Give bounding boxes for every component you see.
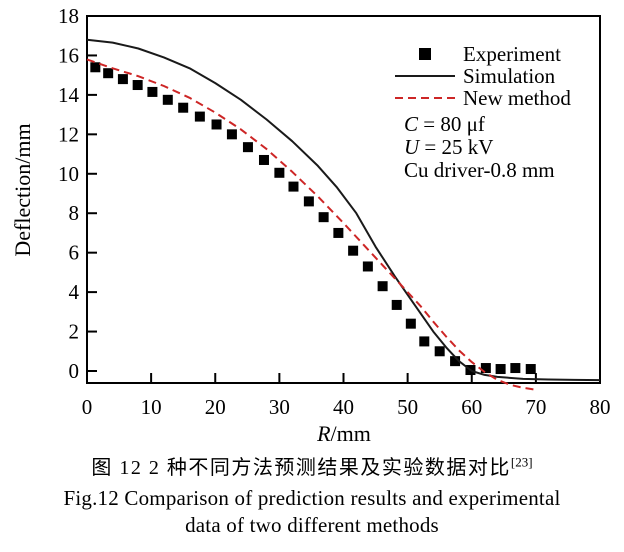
x-tick-label: 70 bbox=[525, 395, 546, 419]
caption-chinese: 图 12 2 种不同方法预测结果及实验数据对比[23] bbox=[0, 451, 624, 480]
y-tick-label: 16 bbox=[58, 43, 79, 67]
experiment-point bbox=[525, 364, 536, 375]
experiment-point bbox=[495, 364, 506, 375]
experiment-point bbox=[288, 181, 299, 192]
x-axis-label: R/mm bbox=[316, 421, 371, 444]
legend-marker-experiment bbox=[419, 48, 431, 60]
experiment-point bbox=[419, 336, 430, 347]
x-tick-label: 50 bbox=[397, 395, 418, 419]
x-tick-label: 10 bbox=[141, 395, 162, 419]
x-tick-label: 60 bbox=[461, 395, 482, 419]
legend-label-simulation: Simulation bbox=[463, 64, 556, 88]
annotation-2: U = 25 kV bbox=[404, 135, 493, 159]
plot-border bbox=[86, 15, 601, 384]
experiment-point bbox=[103, 68, 114, 79]
experiment-point bbox=[117, 74, 128, 85]
experiment-point bbox=[450, 356, 461, 367]
experiment-point bbox=[510, 363, 521, 374]
experiment-point bbox=[318, 212, 329, 223]
experiment-point bbox=[333, 227, 344, 238]
experiment-point bbox=[147, 86, 158, 97]
experiment-point bbox=[194, 111, 205, 122]
experiment-point bbox=[258, 154, 269, 165]
x-tick-label: 0 bbox=[82, 395, 93, 419]
legend-label-new-method: New method bbox=[463, 86, 571, 110]
experiment-point bbox=[132, 80, 143, 91]
x-tick-label: 80 bbox=[590, 395, 611, 419]
y-tick-label: 6 bbox=[69, 241, 80, 265]
y-tick-label: 14 bbox=[58, 83, 80, 107]
y-axis-label: Deflection/mm bbox=[10, 123, 35, 256]
caption-reference-superscript: [23] bbox=[510, 454, 533, 470]
y-tick-label: 12 bbox=[58, 122, 79, 146]
experiment-point bbox=[434, 346, 445, 357]
caption-english: Fig.12 Comparison of prediction results … bbox=[0, 485, 624, 539]
x-tick-label: 30 bbox=[269, 395, 290, 419]
experiment-point bbox=[405, 318, 416, 329]
experiment-point bbox=[211, 119, 222, 130]
experiment-point bbox=[391, 299, 402, 310]
y-tick-label: 0 bbox=[69, 359, 80, 383]
legend-label-experiment: Experiment bbox=[463, 42, 561, 66]
annotation-1: C = 80 μf bbox=[404, 112, 485, 136]
caption-english-line1: Fig.12 Comparison of prediction results … bbox=[63, 486, 561, 510]
annotation-3: Cu driver-0.8 mm bbox=[404, 158, 555, 182]
caption-chinese-text: 图 12 2 种不同方法预测结果及实验数据对比 bbox=[91, 457, 511, 479]
experiment-point bbox=[178, 102, 189, 113]
caption-english-line2: data of two different methods bbox=[185, 513, 439, 537]
x-tick-label: 40 bbox=[333, 395, 354, 419]
experiment-point bbox=[480, 363, 491, 374]
experiment-point bbox=[162, 94, 173, 105]
y-tick-label: 8 bbox=[69, 201, 80, 225]
experiment-point bbox=[90, 62, 101, 73]
x-tick-label: 20 bbox=[205, 395, 226, 419]
experiment-point bbox=[226, 129, 237, 140]
y-tick-label: 10 bbox=[58, 162, 79, 186]
experiment-point bbox=[242, 142, 253, 153]
simulation-line bbox=[86, 38, 601, 382]
experiment-point bbox=[362, 261, 373, 272]
experiment-point bbox=[348, 245, 359, 256]
y-tick-label: 4 bbox=[69, 280, 80, 304]
experiment-point bbox=[274, 167, 285, 178]
experiment-point bbox=[377, 281, 388, 292]
y-tick-label: 2 bbox=[69, 320, 80, 344]
deflection-chart: Deflection/mm R/mm 0 10 20 30 40 50 60 70 80 0 2 4 6… bbox=[10, 4, 611, 446]
y-tick-label: 18 bbox=[58, 4, 79, 28]
experiment-point bbox=[303, 196, 314, 207]
